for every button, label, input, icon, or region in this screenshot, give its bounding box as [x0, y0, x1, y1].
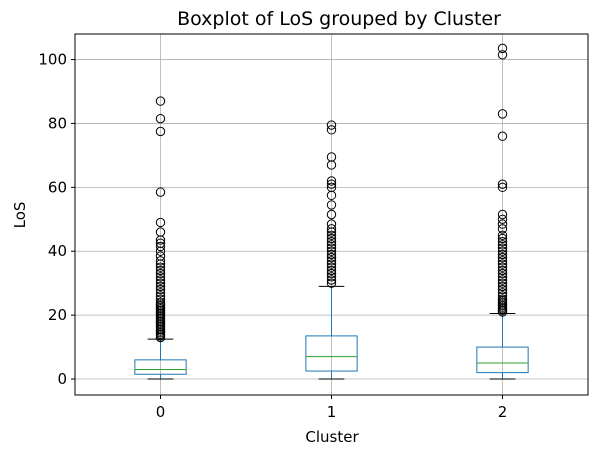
- outlier-point: [155, 291, 166, 301]
- outlier-point: [155, 251, 166, 261]
- outlier-point: [155, 275, 166, 285]
- outlier-point: [155, 227, 166, 237]
- outlier-point: [497, 214, 508, 224]
- outlier-point: [155, 284, 166, 295]
- outlier-point: [326, 272, 337, 282]
- box-iqr: [134, 359, 187, 375]
- outlier-point: [497, 259, 508, 269]
- y-tick-label: 0: [57, 370, 67, 388]
- outlier-point: [326, 252, 337, 263]
- x-axis-label: Cluster: [305, 428, 359, 446]
- outlier-point: [326, 152, 337, 162]
- outlier-point: [326, 120, 337, 130]
- outlier-point: [326, 275, 337, 285]
- outlier-point: [326, 246, 337, 256]
- outlier-point: [497, 252, 508, 263]
- outlier-point: [497, 278, 508, 288]
- outlier-point: [497, 109, 508, 119]
- box-iqr: [305, 335, 358, 372]
- outlier-point: [497, 131, 508, 141]
- outlier-point: [326, 268, 337, 279]
- x-tick-label: 1: [327, 403, 337, 421]
- outlier-point: [497, 50, 508, 60]
- outlier-point: [497, 240, 508, 250]
- outlier-point: [326, 256, 337, 266]
- outlier-point: [497, 294, 508, 304]
- outlier-point: [326, 233, 337, 244]
- outlier-point: [326, 243, 337, 253]
- y-tick-label: 80: [48, 114, 67, 132]
- outlier-point: [497, 243, 508, 253]
- outlier-point: [326, 265, 337, 276]
- outlier-point: [155, 256, 166, 266]
- outlier-point: [326, 224, 337, 234]
- outlier-point: [155, 238, 166, 248]
- outlier-point: [497, 262, 508, 272]
- outlier-point: [155, 272, 166, 282]
- outlier-point: [326, 219, 337, 229]
- plot-area: 0 20 40 60 80 100 0 1 2: [38, 33, 589, 421]
- y-tick-label: 40: [48, 242, 67, 260]
- outlier-point: [155, 281, 166, 292]
- outlier-point: [155, 265, 166, 276]
- outlier-point: [326, 230, 337, 240]
- outlier-point: [326, 236, 337, 247]
- y-tick-label: 20: [48, 306, 67, 324]
- outlier-point: [155, 241, 166, 252]
- outlier-point: [497, 291, 508, 301]
- outlier-point: [326, 125, 337, 135]
- outlier-point: [497, 246, 508, 256]
- y-axis-label: LoS: [11, 202, 29, 229]
- outlier-point: [155, 113, 166, 124]
- outlier-point: [326, 179, 337, 189]
- outlier-point: [497, 281, 508, 292]
- outlier-point: [497, 219, 508, 229]
- outlier-point: [326, 240, 337, 250]
- x-tick-label: 0: [156, 403, 166, 421]
- outlier-point: [326, 259, 337, 269]
- y-tick-label: 60: [48, 178, 67, 196]
- outlier-point: [497, 288, 508, 298]
- outlier-point: [497, 284, 508, 295]
- outlier-point: [497, 249, 508, 260]
- outlier-point: [326, 249, 337, 260]
- outlier-point: [155, 187, 166, 197]
- outlier-point: [497, 179, 508, 189]
- outlier-point: [497, 224, 508, 234]
- outlier-point: [497, 272, 508, 282]
- outlier-point: [497, 275, 508, 285]
- chart-title: Boxplot of LoS grouped by Cluster: [177, 8, 501, 30]
- outlier-point: [497, 256, 508, 266]
- outlier-point: [155, 268, 166, 279]
- outlier-point: [326, 200, 337, 210]
- y-tick-label: 100: [38, 51, 67, 69]
- outlier-point: [155, 288, 166, 298]
- x-tick-label: 2: [498, 403, 508, 421]
- outlier-point: [326, 262, 337, 272]
- outlier-point: [497, 236, 508, 247]
- outlier-point: [155, 217, 166, 228]
- outlier-point: [497, 182, 508, 193]
- outlier-point: [326, 209, 337, 220]
- outlier-point: [326, 182, 337, 193]
- outlier-point: [497, 230, 508, 240]
- box-iqr: [476, 346, 529, 374]
- outlier-point: [155, 262, 166, 272]
- outlier-point: [497, 233, 508, 244]
- outlier-point: [326, 176, 337, 186]
- outlier-point: [155, 96, 166, 106]
- outlier-point: [497, 209, 508, 220]
- outlier-point: [155, 126, 166, 137]
- outlier-point: [155, 297, 166, 308]
- outlier-point: [326, 278, 337, 288]
- outlier-point: [155, 278, 166, 288]
- outlier-point: [497, 265, 508, 276]
- outlier-point: [497, 268, 508, 279]
- outlier-point: [497, 43, 508, 54]
- outlier-point: [155, 294, 166, 304]
